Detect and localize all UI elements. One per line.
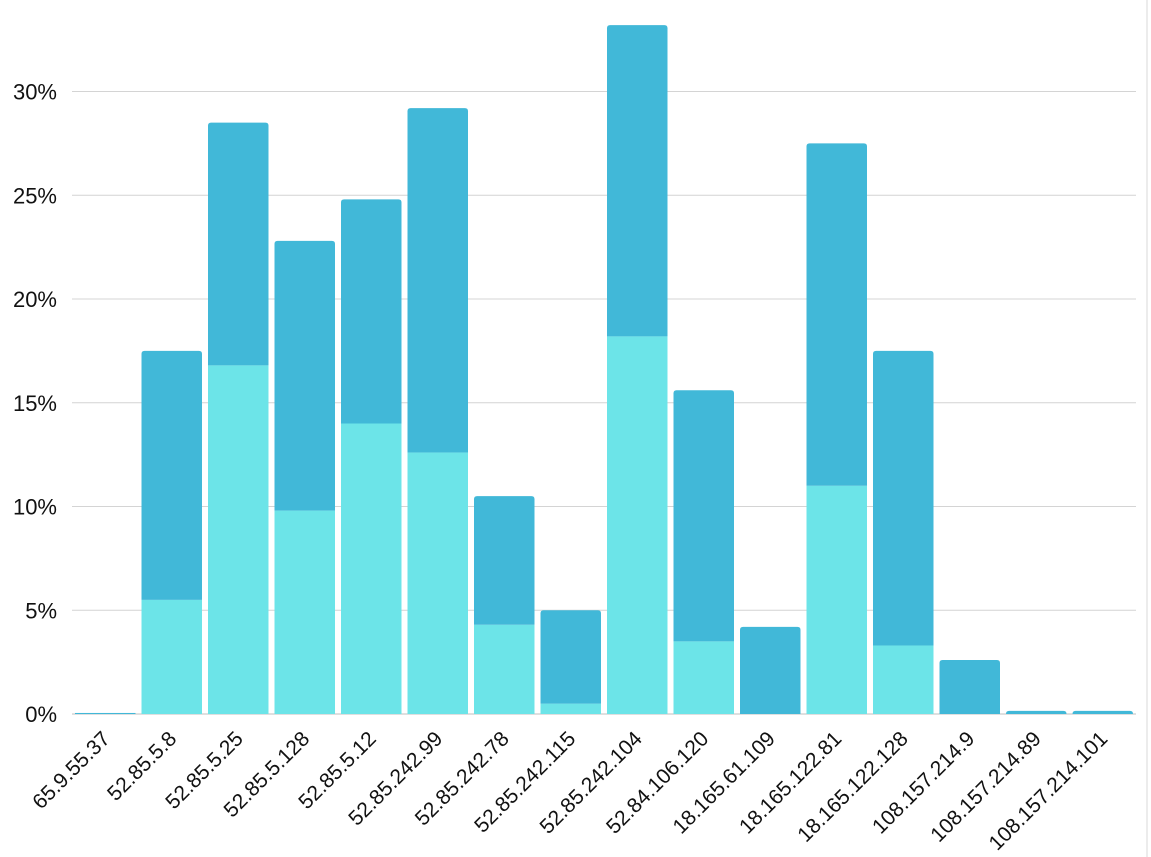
x-tick-label: 65.9.55.37 [28, 727, 114, 813]
bars [75, 25, 1133, 714]
bar-segment [607, 25, 668, 337]
bar-segment [673, 390, 734, 642]
bar-segment [208, 122, 269, 366]
bar-segment [407, 108, 468, 453]
x-tick-label: 108.157.214.101 [985, 727, 1113, 855]
y-tick-label: 25% [13, 183, 57, 208]
bar-segment [806, 485, 867, 714]
bar-segment [341, 423, 402, 714]
bar-segment [407, 452, 468, 714]
bar-segment [1006, 710, 1067, 714]
bar-segment [474, 624, 535, 714]
bar-segment [873, 350, 934, 646]
bar-segment [274, 510, 335, 714]
bar-segment [540, 703, 601, 714]
bar-segment [806, 143, 867, 486]
bar-segment [208, 365, 269, 714]
bar-segment [75, 712, 136, 714]
y-tick-label: 15% [13, 391, 57, 416]
bar-segment [141, 350, 202, 600]
bar-segment [873, 645, 934, 714]
bar-segment [274, 240, 335, 511]
y-tick-label: 0% [25, 702, 57, 727]
bar-segment [607, 336, 668, 714]
bar-segment [740, 626, 801, 714]
x-axis-ticks: 65.9.55.3752.85.5.852.85.5.2552.85.5.128… [28, 727, 1112, 855]
y-tick-label: 20% [13, 287, 57, 312]
y-tick-label: 10% [13, 495, 57, 520]
y-tick-label: 5% [25, 598, 57, 623]
bar-segment [341, 199, 402, 424]
y-tick-label: 30% [13, 80, 57, 105]
bar-segment [673, 641, 734, 714]
bar-segment [474, 496, 535, 625]
bar-segment [939, 660, 1000, 714]
bar-segment [540, 610, 601, 704]
y-axis-ticks: 0% 5% 10% 15% 20% 25% 30% [13, 80, 57, 728]
bar-segment [141, 599, 202, 714]
bar-segment [1072, 710, 1133, 714]
